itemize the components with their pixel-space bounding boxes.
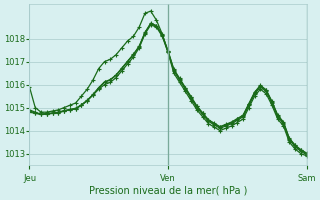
X-axis label: Pression niveau de la mer( hPa ): Pression niveau de la mer( hPa ): [89, 186, 247, 196]
